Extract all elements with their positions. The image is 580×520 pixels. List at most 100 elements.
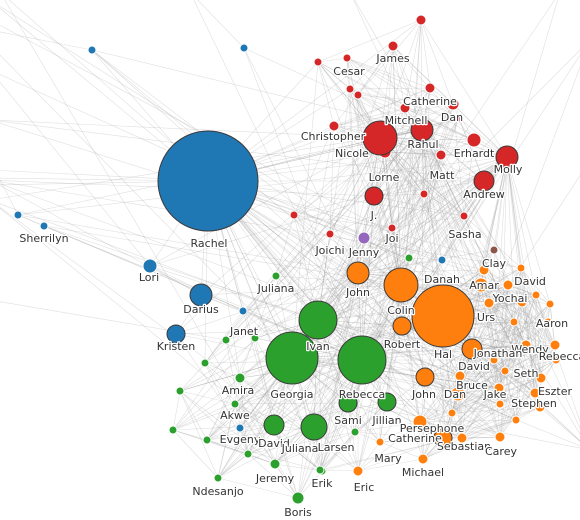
graph-node[interactable] bbox=[377, 392, 397, 412]
graph-edge bbox=[471, 348, 580, 442]
graph-node[interactable] bbox=[535, 372, 547, 384]
graph-node[interactable] bbox=[387, 40, 399, 52]
graph-node[interactable] bbox=[542, 317, 554, 329]
graph-node[interactable] bbox=[289, 210, 299, 220]
graph-node[interactable] bbox=[433, 428, 453, 448]
graph-node[interactable] bbox=[265, 331, 319, 385]
graph-node[interactable] bbox=[352, 465, 364, 477]
graph-node[interactable] bbox=[415, 367, 435, 387]
graph-node[interactable] bbox=[337, 335, 387, 385]
graph-node[interactable] bbox=[250, 333, 260, 343]
graph-node[interactable] bbox=[489, 245, 499, 255]
graph-node[interactable] bbox=[493, 382, 505, 394]
graph-node[interactable] bbox=[345, 84, 355, 94]
graph-node[interactable] bbox=[291, 491, 305, 505]
graph-node[interactable] bbox=[478, 264, 490, 276]
graph-node[interactable] bbox=[435, 149, 447, 161]
graph-node[interactable] bbox=[350, 427, 360, 437]
graph-node[interactable] bbox=[551, 355, 561, 365]
graph-edge bbox=[379, 137, 402, 286]
graph-node[interactable] bbox=[235, 423, 245, 433]
graph-node[interactable] bbox=[325, 229, 335, 239]
graph-node[interactable] bbox=[298, 300, 338, 340]
graph-node[interactable] bbox=[221, 335, 231, 345]
graph-node[interactable] bbox=[87, 45, 97, 55]
graph-node[interactable] bbox=[483, 297, 495, 309]
graph-node[interactable] bbox=[461, 338, 483, 360]
graph-node[interactable] bbox=[39, 221, 49, 231]
graph-node[interactable] bbox=[342, 53, 352, 63]
graph-node[interactable] bbox=[13, 210, 23, 220]
graph-node[interactable] bbox=[511, 415, 521, 425]
graph-node[interactable] bbox=[175, 386, 185, 396]
graph-node[interactable] bbox=[447, 408, 457, 418]
graph-node[interactable] bbox=[338, 393, 358, 413]
graph-node[interactable] bbox=[392, 316, 412, 336]
graph-node[interactable] bbox=[510, 346, 522, 358]
graph-node[interactable] bbox=[450, 386, 466, 402]
graph-node[interactable] bbox=[166, 324, 186, 344]
graph-node[interactable] bbox=[200, 358, 210, 368]
graph-node[interactable] bbox=[545, 299, 555, 309]
graph-node[interactable] bbox=[353, 90, 363, 100]
graph-node[interactable] bbox=[328, 120, 340, 132]
graph-node[interactable] bbox=[509, 317, 519, 327]
graph-node[interactable] bbox=[213, 473, 223, 483]
graph-node[interactable] bbox=[417, 453, 429, 465]
graph-node[interactable] bbox=[300, 413, 328, 441]
graph-node[interactable] bbox=[238, 306, 248, 316]
graph-node[interactable] bbox=[516, 263, 526, 273]
graph-node[interactable] bbox=[459, 211, 469, 221]
graph-node[interactable] bbox=[446, 97, 460, 111]
graph-node[interactable] bbox=[269, 458, 281, 470]
graph-node[interactable] bbox=[516, 296, 528, 308]
graph-node[interactable] bbox=[357, 231, 371, 245]
graph-node[interactable] bbox=[375, 437, 385, 447]
graph-node[interactable] bbox=[549, 339, 561, 351]
graph-node[interactable] bbox=[489, 355, 499, 365]
graph-node[interactable] bbox=[157, 130, 259, 232]
graph-node[interactable] bbox=[466, 132, 482, 148]
graph-node[interactable] bbox=[189, 283, 213, 307]
graph-node[interactable] bbox=[410, 118, 434, 142]
graph-node[interactable] bbox=[230, 399, 240, 409]
graph-node[interactable] bbox=[168, 425, 178, 435]
graph-node[interactable] bbox=[411, 284, 475, 348]
graph-node[interactable] bbox=[415, 14, 427, 26]
graph-node[interactable] bbox=[437, 255, 447, 265]
graph-node[interactable] bbox=[263, 414, 285, 436]
graph-node[interactable] bbox=[362, 120, 398, 156]
graph-node[interactable] bbox=[500, 366, 510, 376]
graph-node[interactable] bbox=[364, 186, 384, 206]
graph-node[interactable] bbox=[404, 253, 414, 263]
graph-node[interactable] bbox=[424, 82, 436, 94]
graph-node[interactable] bbox=[494, 431, 506, 443]
graph-node[interactable] bbox=[529, 387, 541, 399]
graph-node[interactable] bbox=[387, 223, 397, 233]
graph-node[interactable] bbox=[454, 113, 464, 123]
graph-node[interactable] bbox=[315, 465, 325, 475]
graph-node[interactable] bbox=[243, 449, 253, 459]
graph-node[interactable] bbox=[520, 339, 532, 351]
graph-node[interactable] bbox=[239, 43, 249, 53]
graph-node[interactable] bbox=[383, 267, 419, 303]
graph-node[interactable] bbox=[412, 414, 428, 430]
graph-node[interactable] bbox=[142, 258, 158, 274]
graph-node[interactable] bbox=[202, 435, 212, 445]
graph-node[interactable] bbox=[473, 277, 489, 293]
graph-node[interactable] bbox=[502, 279, 514, 291]
graph-node[interactable] bbox=[531, 290, 541, 300]
graph-node[interactable] bbox=[454, 370, 466, 382]
graph-node[interactable] bbox=[473, 170, 495, 192]
graph-edge bbox=[535, 294, 542, 379]
graph-node[interactable] bbox=[234, 372, 246, 384]
graph-node[interactable] bbox=[346, 261, 370, 285]
graph-node[interactable] bbox=[313, 57, 323, 67]
graph-node[interactable] bbox=[495, 399, 505, 409]
graph-node[interactable] bbox=[399, 102, 411, 114]
graph-node[interactable] bbox=[419, 189, 429, 199]
graph-node[interactable] bbox=[534, 401, 546, 413]
graph-node[interactable] bbox=[456, 432, 468, 444]
graph-node[interactable] bbox=[495, 145, 519, 169]
graph-node[interactable] bbox=[271, 271, 281, 281]
